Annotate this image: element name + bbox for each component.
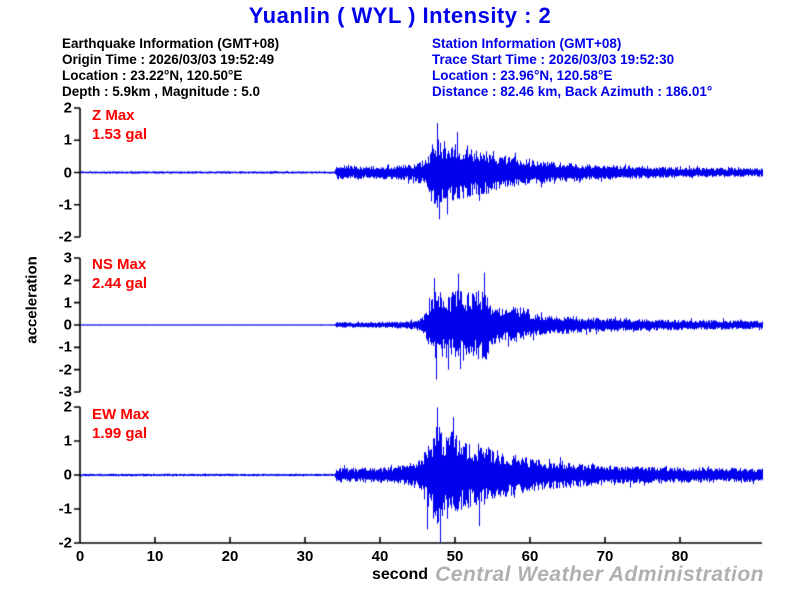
x-tick-label: 10 [146,548,164,565]
x-tick-label: 20 [221,548,239,565]
page-title: Yuanlin ( WYL ) Intensity : 2 [248,3,552,28]
origin-time-line: Origin Time : 2026/03/03 19:52:49 [62,52,275,67]
depth-magnitude-line: Depth : 5.9km , Magnitude : 5.0 [62,84,261,99]
y-tick-label: -1 [58,500,72,518]
trace-start-time-line: Trace Start Time : 2026/03/03 19:52:30 [432,52,675,67]
earthquake-info-block: Earthquake Information (GMT+08) Origin T… [62,36,279,100]
epicenter-location-line: Location : 23.22°N, 120.50°E [62,68,243,83]
z-max-label: Z Max 1.53 gal [92,106,147,144]
x-tick-label: 40 [371,548,389,565]
y-tick-label: 2 [63,271,72,289]
y-tick-label: 1 [63,432,72,450]
y-tick-label: -2 [58,361,72,379]
x-tick-label: 0 [75,548,85,565]
y-tick-label: 2 [63,99,72,117]
y-tick-label: 1 [63,131,72,149]
x-tick-label: 30 [296,548,314,565]
ew-max-title: EW Max [92,406,150,423]
y-tick-label: -2 [58,534,72,552]
y-tick-label: 0 [63,316,72,334]
y-tick-label: 3 [63,249,72,267]
station-info-heading: Station Information (GMT+08) [432,36,622,51]
y-tick-label: 2 [63,398,72,416]
x-tick-label: 80 [671,548,689,565]
z-max-title: Z Max [92,107,135,124]
y-tick-label: -2 [58,228,72,246]
x-tick-label: 60 [521,548,539,565]
z-max-value: 1.53 gal [92,126,148,143]
ns-max-value: 2.44 gal [92,275,148,292]
ew-max-label: EW Max 1.99 gal [92,405,150,443]
watermark: Central Weather Administration [435,563,764,586]
station-info-block: Station Information (GMT+08) Trace Start… [432,36,712,100]
x-axis-label: second [371,566,429,583]
y-tick-label: 1 [63,294,72,312]
y-tick-label: -1 [58,338,72,356]
ew-max-value: 1.99 gal [92,425,148,442]
ns-max-label: NS Max 2.44 gal [92,255,147,293]
y-tick-label: 0 [63,466,72,484]
x-tick-label: 70 [596,548,614,565]
ns-max-title: NS Max [92,256,147,273]
distance-azimuth-line: Distance : 82.46 km, Back Azimuth : 186.… [432,84,713,99]
y-tick-label: -1 [58,196,72,214]
y-tick-label: 0 [63,164,72,181]
earthquake-info-heading: Earthquake Information (GMT+08) [62,36,280,51]
y-axis-label: acceleration [23,256,41,344]
station-location-line: Location : 23.96°N, 120.58°E [432,68,613,83]
x-tick-label: 50 [446,548,464,565]
y-tick-label: -3 [58,383,72,401]
